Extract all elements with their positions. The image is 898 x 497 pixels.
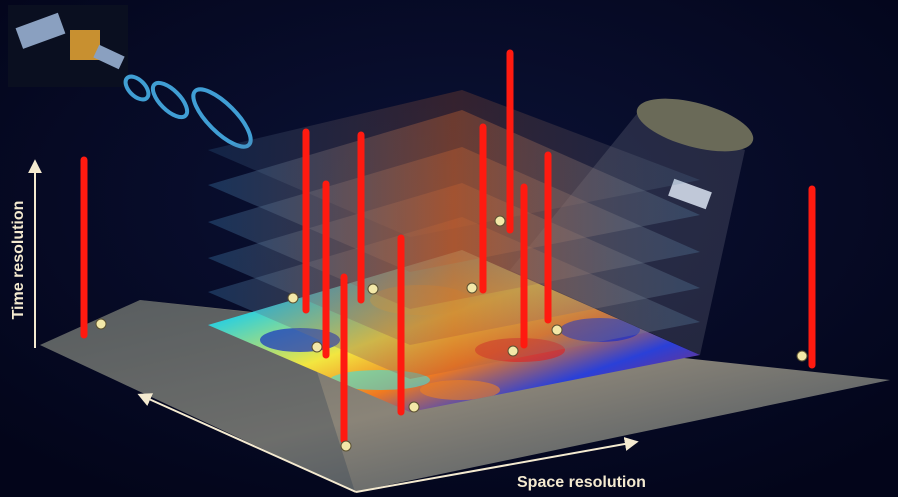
sensors bbox=[95, 215, 808, 452]
space-axis-label: Space resolution bbox=[517, 474, 646, 491]
satellite-left bbox=[8, 5, 128, 87]
station-poles bbox=[80, 49, 816, 444]
axis-arrows bbox=[28, 159, 639, 493]
time-axis-label: Time resolution bbox=[10, 201, 27, 320]
data-layers bbox=[208, 90, 700, 379]
